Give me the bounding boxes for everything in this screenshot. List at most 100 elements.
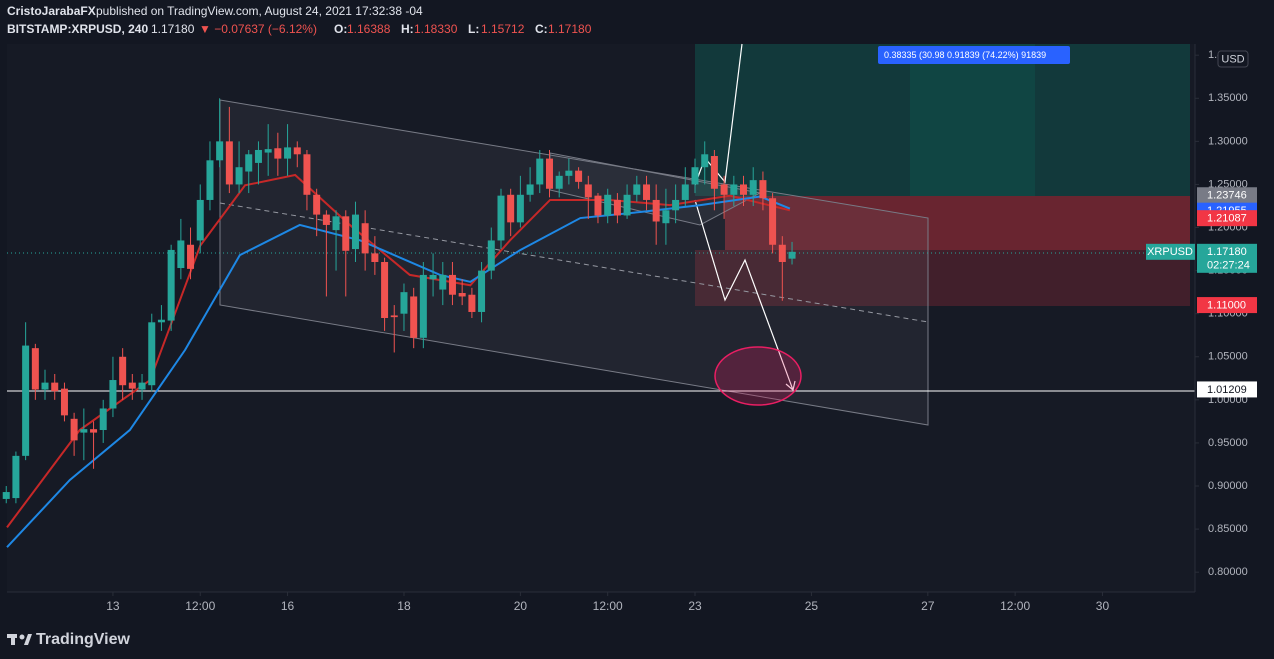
moving-average <box>6 195 791 548</box>
candle-body <box>119 356 127 386</box>
y-tick-label: 1.35000 <box>1208 92 1248 104</box>
candle-body <box>361 223 369 254</box>
candle-body <box>516 194 524 223</box>
candle-body <box>759 180 767 199</box>
candle-body <box>788 251 796 259</box>
candle-body <box>623 194 631 216</box>
candle-body <box>245 154 253 172</box>
candle-body <box>613 199 621 216</box>
candle-body <box>371 253 379 262</box>
candle-body <box>681 184 689 200</box>
candle-body <box>507 194 515 223</box>
logo <box>7 634 32 645</box>
candle-body <box>769 198 777 245</box>
x-tick-label: 25 <box>805 599 819 613</box>
last-price-box <box>1197 243 1257 273</box>
candle-body <box>652 199 660 222</box>
brand: TradingView <box>36 631 131 648</box>
candle-body <box>410 296 418 338</box>
marks <box>2 98 796 548</box>
candle-body <box>51 382 59 392</box>
candle-body <box>778 244 786 262</box>
drawings: 0.38335 (30.98 0.91839 (74.22%) 91839 <box>7 43 1195 426</box>
x-tick-label: 23 <box>688 599 702 613</box>
x-tick-label: 13 <box>106 599 120 613</box>
x-tick-label: 12:00 <box>593 599 623 613</box>
candle-body <box>109 380 117 409</box>
x-tick-label: 12:00 <box>1000 599 1030 613</box>
candle-body <box>594 195 602 216</box>
candle-body <box>672 199 680 211</box>
candle-body <box>225 141 233 185</box>
price-label: 1.01209 <box>1207 384 1247 396</box>
candle-body <box>90 429 98 433</box>
stop-zone <box>725 196 1190 250</box>
candle-body <box>177 240 185 269</box>
y-tick-label: 0.95000 <box>1208 437 1248 449</box>
candle-body <box>2 492 10 499</box>
ohlc-value: 1.16388 <box>347 22 391 36</box>
change: ▼ −0.07637 (−6.12%) <box>199 22 317 36</box>
candle-body <box>468 294 476 312</box>
x-tick-label: 12:00 <box>185 599 215 613</box>
countdown: 02:27:24 <box>1207 260 1250 272</box>
ohlc: O: 1.16388 H: 1.18330 L: 1.15712 C: 1.17180 <box>334 22 592 36</box>
candle-body <box>99 408 107 431</box>
candle-body <box>313 194 321 215</box>
candle-body <box>167 249 175 321</box>
candle-body <box>633 184 641 195</box>
candle-body <box>216 141 224 161</box>
price-label-box <box>1197 297 1257 314</box>
ohlc-key: L: <box>468 22 479 36</box>
currency-box <box>1217 50 1249 68</box>
price-label: 1.11000 <box>1207 299 1246 311</box>
plot-area <box>7 44 1195 592</box>
candle-body <box>604 194 612 216</box>
candle-body <box>749 180 757 195</box>
candle-body <box>303 154 311 195</box>
ohlc-key: H: <box>401 22 414 36</box>
candle-body <box>70 418 78 441</box>
symbol-label: XRPUSD <box>1147 246 1193 258</box>
candle-body <box>60 388 68 416</box>
target-zone-band <box>910 44 1035 196</box>
candle-body <box>332 216 340 231</box>
candle-body <box>284 147 292 159</box>
candle-body <box>662 210 670 224</box>
target-ellipse <box>714 346 802 406</box>
candle-body <box>720 184 728 195</box>
candle-body <box>643 184 651 200</box>
candle-body <box>80 429 88 433</box>
candle-body <box>565 170 573 176</box>
candle-body <box>196 199 204 241</box>
publisher: CristoJarabaFX <box>7 4 96 18</box>
candle-body <box>322 214 330 225</box>
candle-body <box>274 148 282 159</box>
candle-body <box>419 274 427 338</box>
arrow-head <box>785 380 796 392</box>
candle-body <box>381 261 389 318</box>
candle-body <box>487 240 495 271</box>
candle-body <box>478 270 486 312</box>
stop-zone <box>695 250 1190 306</box>
candle-body <box>400 292 408 314</box>
ohlc-key: C: <box>535 22 548 36</box>
candle-body <box>235 167 243 185</box>
target-zone <box>695 44 1190 196</box>
candle-body <box>691 167 699 185</box>
candle-body <box>458 293 466 297</box>
candle-body <box>157 319 165 323</box>
candle-body <box>31 348 39 390</box>
ohlc-value: 1.15712 <box>481 22 525 36</box>
candle-body <box>351 214 359 250</box>
ohlc-value: 1.18330 <box>414 22 458 36</box>
ohlc-key: O: <box>334 22 347 36</box>
currency: USD <box>1221 53 1244 65</box>
info-text: 0.38335 (30.98 0.91839 (74.22%) 91839 <box>884 50 1046 60</box>
candle-body <box>545 158 553 189</box>
candle-body <box>293 147 301 155</box>
candle-body <box>148 322 156 386</box>
y-tick-label: 1.30000 <box>1208 135 1248 147</box>
